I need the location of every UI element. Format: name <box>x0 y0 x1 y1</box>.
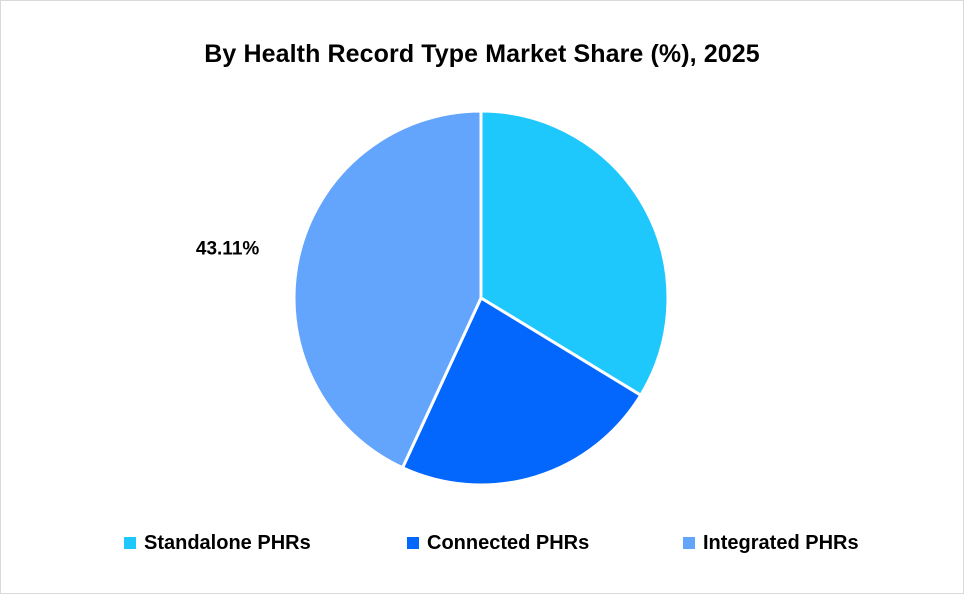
pie-slice-connected-phrs <box>401 296 643 487</box>
chart-title: By Health Record Type Market Share (%), … <box>204 40 760 68</box>
chart-legend: Standalone PHRs Connected PHRs Integrate… <box>0 530 964 556</box>
legend-swatch-integrated-phrs <box>683 537 695 549</box>
legend-label-standalone-phrs: Standalone PHRs <box>144 531 311 554</box>
legend-label-integrated-phrs: Integrated PHRs <box>703 531 859 554</box>
pie-slice-standalone-phrs <box>479 109 670 397</box>
legend-item-standalone-phrs: Standalone PHRs <box>124 530 311 556</box>
legend-item-integrated-phrs: Integrated PHRs <box>683 530 859 556</box>
legend-label-connected-phrs: Connected PHRs <box>427 531 590 554</box>
legend-item-connected-phrs: Connected PHRs <box>407 530 589 556</box>
legend-swatch-connected-phrs <box>407 537 419 549</box>
pie-slice-integrated-phrs <box>292 109 483 470</box>
legend-swatch-standalone-phrs <box>124 537 136 549</box>
data-label-integrated-phrs: 43.11% <box>196 238 259 259</box>
